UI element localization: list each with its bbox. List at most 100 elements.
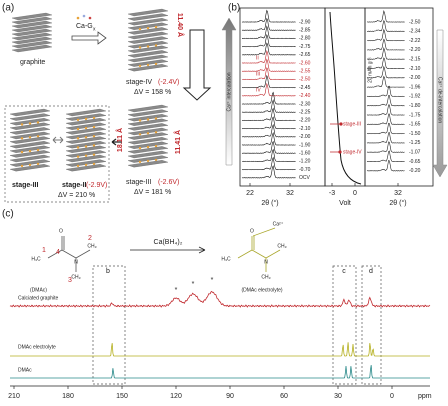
xrd-pattern	[241, 74, 296, 89]
label: (-2.6V)	[158, 179, 179, 186]
ca-ion	[138, 160, 142, 164]
ca-ion	[138, 119, 142, 122]
ca-ion	[84, 117, 88, 121]
dashed-box	[4, 105, 110, 203]
graphene-layer	[9, 113, 51, 121]
ca-ion	[20, 123, 24, 126]
atom: O	[59, 228, 63, 234]
voltage-label: -2.90	[299, 19, 311, 25]
ca-ion	[84, 154, 88, 157]
graphene-layer	[65, 127, 107, 135]
frame	[364, 7, 434, 187]
stage-tag: II	[256, 55, 259, 61]
tick-label: 32	[286, 190, 294, 197]
ca-ion	[92, 135, 96, 138]
graphene-layer	[11, 28, 53, 37]
label: 11.41 Å	[173, 130, 182, 154]
graphene-layer	[11, 36, 53, 45]
ca-ion	[138, 64, 142, 68]
graphene-layer	[127, 64, 169, 72]
graphene-layer	[127, 137, 169, 145]
graphene-layer	[127, 54, 169, 63]
ca-ion	[138, 133, 142, 136]
ca-ion	[154, 25, 158, 29]
caption: stage-III	[12, 182, 39, 189]
label: 18.11 Å	[115, 128, 124, 152]
atom: CH₃	[71, 274, 80, 280]
xrd-pattern	[241, 165, 296, 179]
stage-tag: IV	[256, 87, 261, 93]
graphene-layer	[127, 127, 169, 136]
ca-ion	[154, 117, 158, 120]
graphene-layer	[11, 12, 53, 21]
graphene-layer	[9, 122, 51, 130]
panel-label: (a)	[2, 3, 14, 14]
voltage-label: -2.60	[299, 60, 311, 66]
tick-label: 120	[170, 393, 182, 400]
ca-ion	[88, 16, 92, 20]
ca-ion	[92, 125, 96, 129]
caption: (DMAc electrolyte)	[241, 287, 282, 293]
ca-ion	[92, 116, 96, 120]
voltage-label: -2.75	[299, 44, 311, 50]
graphene-layer	[127, 45, 169, 53]
frame	[324, 7, 366, 187]
voltage-label: -1.75	[409, 112, 421, 118]
voltage-label: -2.20	[299, 118, 311, 124]
voltage-label: -2.50	[409, 19, 421, 25]
atom: CH₃	[87, 243, 96, 249]
region-label: d	[369, 268, 373, 275]
atom-number: 1	[42, 247, 46, 254]
voltage-label: -2.25	[299, 110, 311, 116]
star: *	[175, 287, 178, 294]
tick-label: 0	[353, 190, 357, 197]
graphene-layer	[65, 108, 107, 117]
atom-number: 3	[68, 277, 72, 284]
voltage-label: -2.22	[409, 38, 421, 44]
graphene-layer	[127, 155, 169, 163]
voltage-label: -2.30	[299, 101, 311, 107]
xrd-pattern	[241, 131, 296, 146]
ca-ion	[82, 14, 86, 18]
atom: N	[74, 259, 78, 265]
region-boxes	[92, 265, 382, 385]
xrd-pattern	[366, 132, 405, 144]
graphene-layer	[65, 118, 107, 126]
voltage-label: -1.80	[409, 103, 421, 109]
ca-ion	[76, 146, 80, 149]
graphene-layer	[65, 164, 107, 172]
xrd-pattern	[366, 85, 405, 97]
voltage-label: -2.85	[299, 28, 311, 34]
ca-ion	[92, 144, 96, 147]
xrd-pattern	[241, 42, 296, 56]
ca-ion	[138, 27, 142, 31]
nmr-spectrum	[10, 342, 430, 357]
nmr-spectrum	[9, 290, 431, 308]
graphene-layer	[127, 109, 169, 117]
atom: Ca²⁺	[273, 221, 284, 227]
molecule	[47, 236, 91, 272]
ca-ion	[146, 132, 150, 135]
label: stage-IV	[343, 149, 362, 155]
xrd-pattern	[366, 65, 405, 79]
graphene-layer	[127, 13, 169, 21]
graphene-layer	[127, 22, 169, 30]
graphene-layer	[9, 131, 51, 140]
graphene-layer	[127, 27, 169, 35]
graphene-layer	[9, 127, 51, 135]
voltage-label: -1.90	[299, 142, 311, 148]
graphene-layer	[9, 136, 51, 144]
caption: Ca-G	[76, 23, 93, 30]
graphene-layer	[11, 40, 53, 49]
voltage-label: -0.20	[409, 168, 421, 174]
star: *	[192, 281, 195, 288]
caption: Ca(BH₄)₂	[154, 239, 183, 246]
axis-title: Volt	[339, 200, 351, 207]
pointer-dot	[339, 122, 343, 126]
voltage-label: -2.65	[299, 52, 311, 58]
xrd-pattern	[366, 57, 405, 70]
tick-label: 30	[334, 393, 342, 400]
label: stage-III	[343, 121, 361, 127]
voltage-label: -2.40	[299, 93, 311, 99]
